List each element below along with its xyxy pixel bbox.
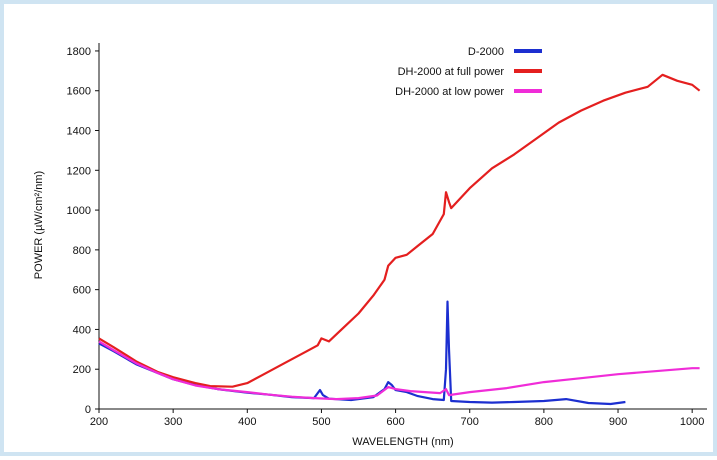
x-tick-label: 200 bbox=[90, 416, 108, 428]
x-tick-label: 600 bbox=[386, 416, 404, 428]
y-tick-label: 400 bbox=[73, 324, 91, 336]
y-tick-label: 1600 bbox=[67, 86, 91, 98]
x-tick-label: 700 bbox=[461, 416, 479, 428]
axes: 200 300 400 500 600 700 800 900 1000020040060080… bbox=[67, 43, 707, 428]
legend-label: DH-2000 at full power bbox=[398, 66, 505, 78]
legend-label: D-2000 bbox=[468, 46, 504, 58]
y-tick-label: 0 bbox=[85, 404, 91, 416]
x-tick-label: 900 bbox=[609, 416, 627, 428]
power-spectrum-chart: 200 300 400 500 600 700 800 900 1000020040060080… bbox=[33, 43, 707, 448]
y-tick-label: 1200 bbox=[67, 165, 91, 177]
y-tick-label: 1400 bbox=[67, 126, 91, 138]
series-line-d-2000 bbox=[98, 300, 626, 406]
series-line-dh-2000-at-full-power bbox=[98, 73, 701, 388]
y-tick-label: 800 bbox=[73, 245, 91, 257]
x-tick-label: 500 bbox=[312, 416, 330, 428]
y-tick-label: 1000 bbox=[67, 205, 91, 217]
x-tick-label: 800 bbox=[535, 416, 553, 428]
plot-area bbox=[98, 73, 701, 406]
series-line-dh-2000-at-low-power bbox=[98, 340, 700, 401]
x-axis-label: WAVELENGTH (nm) bbox=[352, 436, 453, 448]
y-tick-label: 600 bbox=[73, 285, 91, 297]
y-tick-label: 200 bbox=[73, 364, 91, 376]
legend: D-2000 DH-2000 at full power DH-2000 at lo… bbox=[395, 46, 542, 98]
x-tick-label: 1000 bbox=[680, 416, 704, 428]
y-axis-label: POWER (µW/cm²/nm) bbox=[33, 171, 45, 279]
y-tick-label: 1800 bbox=[67, 46, 91, 58]
x-tick-label: 300 bbox=[164, 416, 182, 428]
legend-label: DH-2000 at low power bbox=[395, 86, 504, 98]
x-tick-label: 400 bbox=[238, 416, 256, 428]
